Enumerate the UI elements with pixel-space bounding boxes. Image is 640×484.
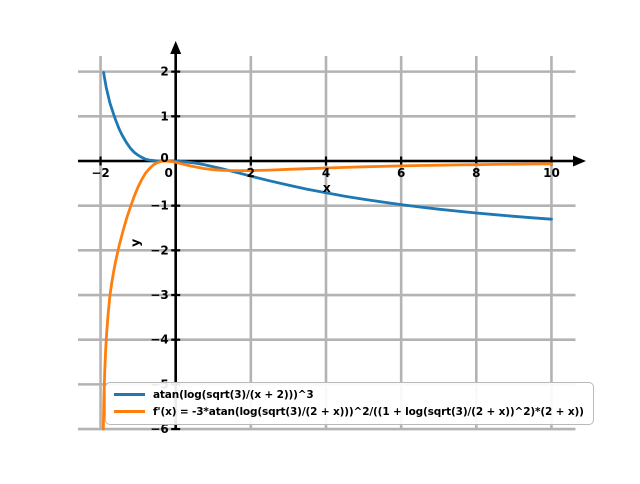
x-axis-arrowhead <box>573 155 586 167</box>
x-tick-label: 8 <box>472 166 480 180</box>
series-0-curve <box>102 71 553 221</box>
y-axis-arrowhead <box>170 41 182 54</box>
y-tick-label: −2 <box>150 243 168 257</box>
y-tick-label: −6 <box>150 422 168 436</box>
x-tick-label: −2 <box>91 166 109 180</box>
legend-swatch-function <box>114 393 145 396</box>
x-axis-label: x <box>323 180 331 195</box>
x-tick-label: 10 <box>543 166 560 180</box>
x-tick-label: 2 <box>247 166 255 180</box>
legend-label-function: atan(log(sqrt(3)/(x + 2)))^3 <box>153 388 314 401</box>
series-1-curve <box>101 159 553 431</box>
legend-swatch-derivative <box>114 410 145 413</box>
y-tick-label: 0 <box>160 151 168 165</box>
y-tick-label: 2 <box>160 65 168 79</box>
y-axis-label: y <box>128 239 143 247</box>
y-tick-label: −4 <box>150 333 168 347</box>
legend: atan(log(sqrt(3)/(x + 2)))^3 f'(x) = -3*… <box>105 382 594 425</box>
x-tick-label: 6 <box>397 166 405 180</box>
y-tick-label: −1 <box>150 199 168 213</box>
legend-label-derivative: f'(x) = -3*atan(log(sqrt(3)/(2 + x)))^2/… <box>153 405 584 418</box>
y-tick-label: −3 <box>150 288 168 302</box>
x-tick-label: 4 <box>322 166 330 180</box>
legend-entry-derivative: f'(x) = -3*atan(log(sqrt(3)/(2 + x)))^2/… <box>114 404 584 419</box>
legend-entry-function: atan(log(sqrt(3)/(x + 2)))^3 <box>114 387 584 402</box>
x-tick-label: 0 <box>165 166 173 180</box>
y-tick-label: 1 <box>160 109 168 123</box>
